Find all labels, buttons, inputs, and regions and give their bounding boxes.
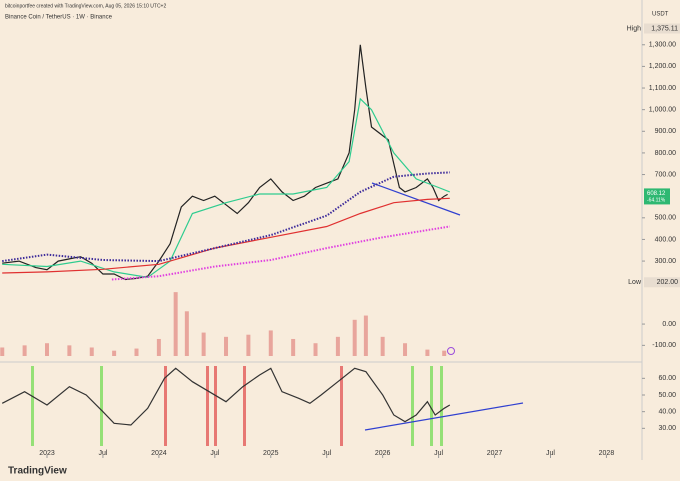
y-tick-label: 50.00 [658, 392, 676, 399]
y-tick-label: 900.00 [655, 128, 677, 135]
y-tick-label: 1,300.00 [649, 42, 676, 49]
volume-bar [156, 338, 161, 356]
volume-bar [67, 345, 72, 356]
volume-bar [89, 347, 94, 356]
y-tick-label: 800.00 [655, 150, 677, 157]
signal-band [31, 366, 34, 446]
price-label: 1,375.11 [651, 25, 678, 32]
x-tick-label: 2027 [487, 450, 503, 457]
volume-bar [22, 345, 27, 356]
signal-band [100, 366, 103, 446]
y-tick-label: 1,000.00 [649, 107, 676, 114]
volume-bar [363, 315, 368, 356]
volume-bar [173, 292, 178, 356]
volume-bar [268, 330, 273, 356]
y-tick-label: 60.00 [658, 375, 676, 382]
x-tick-label: 2023 [39, 450, 55, 457]
volume-bar [425, 349, 430, 356]
volume-bar [291, 338, 296, 356]
price-label: 202.00 [657, 279, 679, 286]
x-tick-label: 2028 [599, 450, 615, 457]
x-tick-label: Jul [210, 450, 219, 457]
volume-bar [352, 319, 357, 356]
x-tick-label: 2025 [263, 450, 279, 457]
volume-bar [380, 336, 385, 356]
y-tick-label: 700.00 [655, 171, 677, 178]
y-tick-label: 400.00 [655, 236, 677, 243]
volume-bar [335, 336, 340, 356]
x-tick-label: 2026 [375, 450, 391, 457]
y-tick-label: 300.00 [655, 258, 677, 265]
y-tick-label: 0.00 [662, 321, 676, 328]
trendline [364, 402, 524, 431]
y-tick-label: -100.00 [652, 342, 676, 349]
signal-band [206, 366, 209, 446]
signal-band [214, 366, 217, 446]
price-line [2, 97, 451, 278]
signal-band [164, 366, 167, 446]
y-tick-label: 500.00 [655, 215, 677, 222]
volume-bar [442, 350, 447, 356]
volume-bar [184, 311, 189, 356]
signal-band [440, 366, 443, 446]
volume-bar [246, 334, 251, 356]
price-label-box [644, 23, 680, 34]
volume-bar [112, 350, 117, 356]
x-tick-label: Jul [434, 450, 443, 457]
y-tick-label: 30.00 [658, 425, 676, 432]
last-price: 608.12 [647, 191, 666, 197]
y-tick-label: 1,100.00 [649, 85, 676, 92]
watermark: bitcoinportfee created with TradingView.… [5, 3, 166, 9]
indicator-icon [447, 347, 455, 355]
signal-band [243, 366, 246, 446]
price-line [2, 171, 450, 263]
volume-bar [224, 336, 229, 356]
rsi-line [1, 367, 451, 426]
y-tick-label: 1,200.00 [649, 63, 676, 70]
last-price-box [644, 188, 670, 205]
annotation-text: Low [628, 279, 642, 286]
price-line [2, 197, 450, 274]
volume-bar [44, 343, 49, 356]
x-tick-label: Jul [322, 450, 331, 457]
symbol: Binance Coin / TetherUS · 1W · Binance [5, 15, 113, 21]
signal-band [340, 366, 343, 446]
last-change: -64.11% [647, 198, 666, 204]
price-label-box [644, 277, 680, 288]
signal-band [430, 366, 433, 446]
trendline [371, 182, 461, 216]
volume-bar [0, 347, 5, 356]
footer-logo: TradingView [8, 466, 67, 477]
x-tick-label: Jul [546, 450, 555, 457]
volume-bar [134, 348, 139, 356]
currency: USDT [652, 12, 669, 18]
volume-bar [201, 332, 206, 356]
volume-bar [313, 343, 318, 356]
x-tick-label: Jul [98, 450, 107, 457]
volume-bar [403, 343, 408, 356]
y-tick-label: 40.00 [658, 409, 676, 416]
x-tick-label: 2024 [151, 450, 167, 457]
annotation-text: High [627, 25, 642, 32]
signal-bands [31, 366, 443, 446]
signal-band [411, 366, 414, 446]
price-line [111, 225, 450, 281]
